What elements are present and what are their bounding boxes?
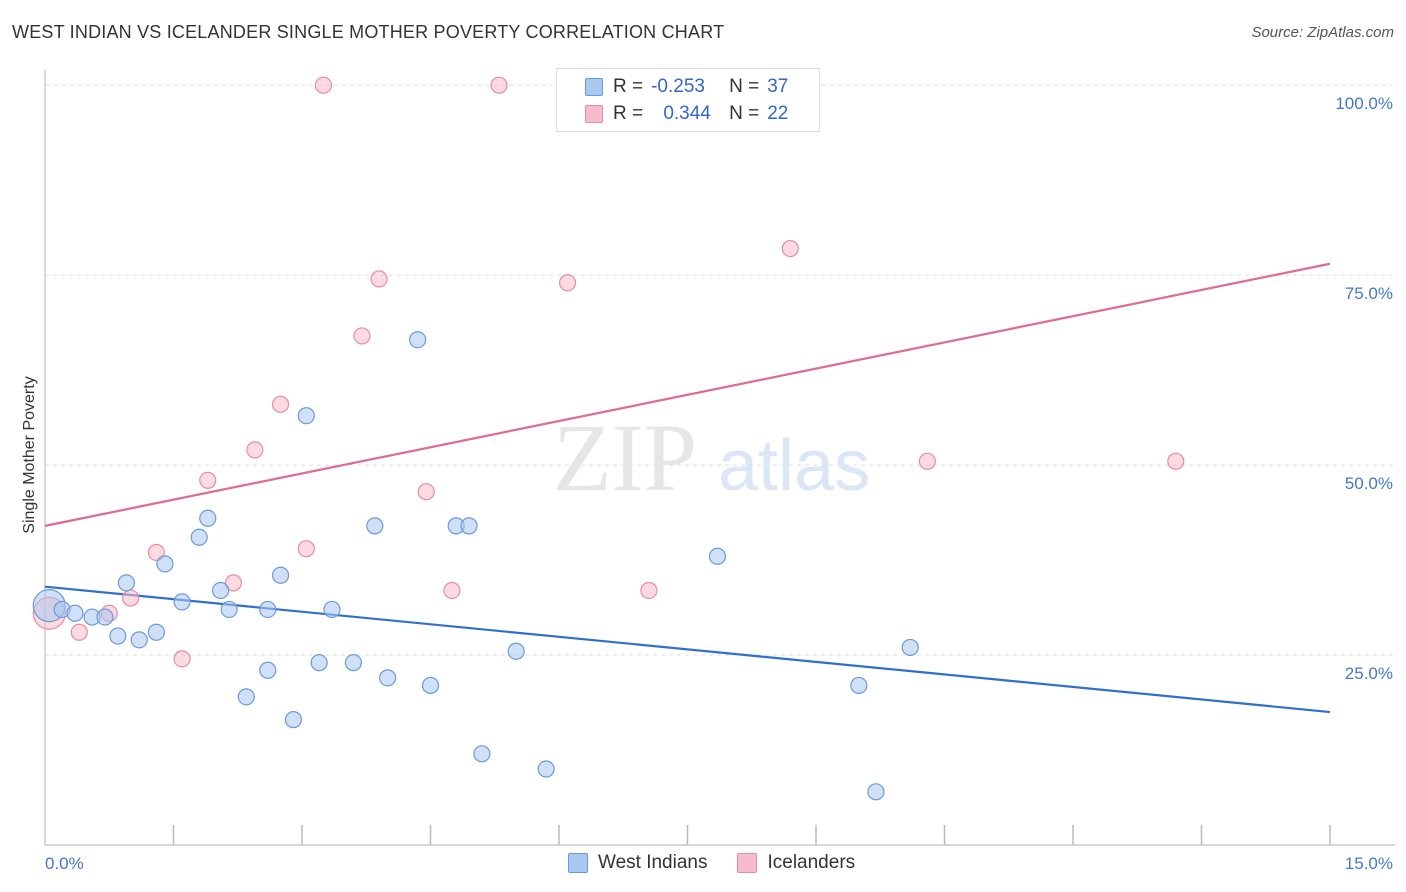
west-indians-point	[259, 661, 277, 679]
west-indians-point	[237, 688, 255, 706]
icelanders-point	[370, 270, 388, 288]
icelanders-point	[353, 327, 371, 345]
icelanders-point	[199, 471, 217, 489]
icelanders-point	[224, 574, 243, 592]
chart-title: WEST INDIAN VS ICELANDER SINGLE MOTHER P…	[12, 22, 725, 42]
legend-n-value: 37	[767, 76, 789, 97]
west-indians-point	[323, 600, 341, 619]
legend-n-value: 22	[767, 103, 789, 124]
bottom-legend-swatch-icelanders	[737, 853, 758, 873]
legend-n-label: N =	[729, 76, 760, 97]
tick-labels: 25.0% 50.0% 75.0% 100.0% 0.0% 15.0%	[45, 94, 1393, 873]
west-indians-point	[901, 638, 919, 657]
icelanders-point	[122, 589, 140, 607]
icelanders-point	[918, 452, 936, 470]
legend-r-value: 0.344	[663, 103, 711, 124]
west-indians-point	[271, 566, 290, 584]
west-indians-point	[117, 574, 135, 592]
y-tick-label: 25.0%	[1345, 664, 1393, 683]
icelanders-point	[173, 650, 191, 668]
west-indians-point	[220, 600, 238, 619]
west-indians-point	[409, 331, 427, 349]
icelanders-point	[246, 441, 264, 459]
legend-row-west-indians: R = -0.253 N = 37	[585, 74, 788, 100]
y-tick-label: 100.0%	[1335, 94, 1393, 113]
icelanders-point	[417, 483, 435, 501]
watermark-atlas: atlas	[718, 426, 870, 506]
axes	[44, 70, 1395, 846]
legend-n-label: N =	[729, 103, 760, 124]
legend: R = -0.253 N = 37 R = 0.344 N = 22	[556, 68, 820, 132]
legend-r-value: -0.253	[651, 76, 705, 97]
icelanders-point	[271, 395, 290, 413]
watermark: ZIP atlas	[553, 404, 870, 511]
west-indians-point	[212, 581, 230, 600]
trend-lines	[44, 262, 1331, 714]
icelanders-point	[558, 274, 577, 292]
west-indians-point	[156, 555, 174, 573]
legend-row-icelanders: R = 0.344 N = 22	[585, 101, 788, 127]
x-tick-label: 0.0%	[45, 854, 84, 873]
bottom-legend: West Indians Icelanders	[568, 852, 885, 874]
y-axis-label: Single Mother Poverty	[21, 376, 38, 533]
west-indians-point	[507, 642, 525, 660]
west-indians-point	[344, 654, 362, 672]
west-indians-point	[460, 517, 478, 535]
west-indians-point	[66, 604, 84, 622]
west-indians-point	[366, 517, 384, 535]
west-indians-point	[708, 547, 727, 565]
icelanders-point	[443, 581, 461, 600]
icelanders-point	[147, 543, 165, 562]
west-indians-point	[297, 407, 315, 425]
y-tick-label: 75.0%	[1345, 284, 1393, 303]
icelanders-point	[297, 540, 315, 558]
icelanders-trend-line	[44, 262, 1331, 527]
west-indians-trend-line	[44, 585, 1331, 714]
west-indians-point	[259, 600, 277, 619]
bottom-legend-swatch-west-indians	[568, 853, 588, 873]
bottom-legend-label-west-indians: West Indians	[598, 852, 708, 873]
icelanders-point	[640, 581, 658, 600]
x-tick-label: 15.0%	[1345, 854, 1393, 873]
icelanders-point	[781, 239, 799, 258]
west-indians-point	[199, 509, 217, 527]
west-indians-point	[850, 676, 868, 695]
west-indians-point	[867, 783, 885, 801]
west-indians-point	[379, 669, 397, 687]
y-tick-label: 50.0%	[1345, 474, 1393, 493]
bottom-legend-label-icelanders: Icelanders	[767, 852, 856, 873]
watermark-zip: ZIP	[553, 404, 697, 511]
legend-swatch-west-indians	[585, 78, 603, 96]
west-indians-point	[310, 654, 328, 672]
west-indians-point	[190, 528, 208, 546]
west-indians-point	[421, 676, 440, 695]
icelanders-point	[314, 76, 333, 94]
west-indians-point	[537, 760, 555, 778]
west-indians-point	[109, 627, 127, 645]
data-points	[32, 76, 1185, 801]
icelanders-point	[1167, 452, 1185, 470]
icelanders-point	[490, 76, 508, 94]
icelanders-point	[70, 623, 88, 641]
west-indians-point	[173, 593, 191, 611]
legend-r-label: R =	[613, 103, 644, 124]
west-indians-point	[130, 631, 148, 649]
grid-lines	[45, 84, 1395, 656]
bottom-legend-west-indians: West Indians	[568, 852, 707, 874]
west-indians-point	[473, 745, 491, 763]
bottom-legend-icelanders: Icelanders	[737, 852, 855, 874]
west-indians-point	[96, 608, 114, 626]
west-indians-point	[284, 711, 303, 729]
legend-r-label: R =	[613, 76, 644, 97]
source-label: Source: ZipAtlas.com	[1251, 24, 1394, 41]
legend-swatch-icelanders	[585, 105, 603, 123]
west-indians-point	[147, 623, 165, 641]
